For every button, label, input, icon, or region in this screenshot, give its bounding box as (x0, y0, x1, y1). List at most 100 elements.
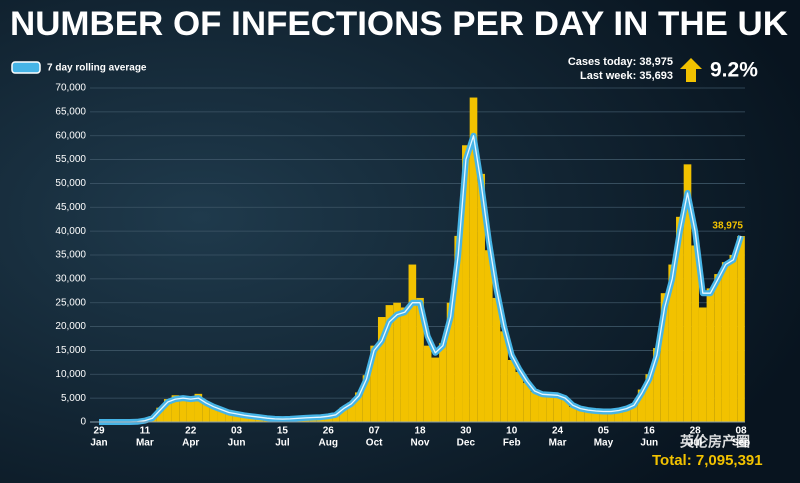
y-tick-label: 5,000 (61, 393, 86, 404)
bar (668, 264, 677, 422)
bar (163, 399, 172, 422)
bar (569, 406, 577, 422)
x-tick-day: 18 (414, 426, 426, 437)
x-tick-day: 11 (140, 426, 151, 437)
x-tick-day: 24 (552, 426, 564, 437)
legend-swatch (11, 61, 41, 74)
bar (660, 293, 669, 422)
x-tick-month: May (594, 438, 614, 449)
y-tick-label: 70,000 (55, 83, 86, 94)
bar (209, 406, 218, 422)
x-tick-month: Jul (275, 438, 290, 449)
bar (217, 409, 226, 422)
bar (225, 411, 233, 422)
bar (515, 371, 524, 422)
bar (362, 375, 371, 422)
bar (653, 348, 661, 422)
chart-title: NUMBER OF INFECTIONS PER DAY IN THE UK (10, 5, 788, 43)
bar (393, 302, 401, 422)
bar (469, 97, 478, 423)
x-tick-month: Jan (90, 438, 107, 449)
x-tick-day: 10 (506, 426, 518, 437)
y-tick-label: 45,000 (55, 202, 86, 213)
change: 9.2% (710, 59, 758, 82)
y-tick-label: 15,000 (55, 345, 86, 356)
bar (721, 262, 730, 422)
bar (400, 307, 409, 422)
x-tick-month: Jun (228, 438, 246, 449)
x-tick-month: Feb (503, 438, 521, 449)
watermark: 英伦房产圈 (679, 434, 750, 450)
bar (683, 164, 692, 423)
x-tick-month: Mar (549, 438, 567, 449)
x-tick-day: 29 (93, 426, 105, 437)
bar (706, 288, 715, 422)
y-tick-label: 20,000 (55, 321, 86, 332)
x-tick-day: 30 (460, 426, 472, 437)
x-tick-month: Apr (182, 438, 199, 449)
bar (676, 216, 684, 422)
y-tick-label: 40,000 (55, 226, 86, 237)
bar (484, 250, 493, 422)
bar (607, 411, 615, 422)
y-tick-label: 65,000 (55, 106, 86, 117)
x-tick-month: Nov (411, 438, 430, 449)
bar (454, 235, 463, 422)
y-tick-label: 10,000 (55, 369, 86, 380)
bar (171, 395, 180, 422)
bar (523, 382, 531, 422)
bar (377, 317, 386, 422)
x-tick-day: 08 (735, 426, 747, 437)
x-tick-day: 28 (690, 426, 702, 437)
y-tick-label: 60,000 (55, 130, 86, 141)
cases-today: Cases today: 38,975 (568, 56, 673, 68)
bar (439, 343, 447, 422)
bar (507, 359, 516, 422)
y-tick-label: 35,000 (55, 250, 86, 261)
bar (737, 236, 745, 422)
bar (385, 305, 394, 422)
x-tick-month: Jul (688, 438, 703, 449)
bar (370, 345, 378, 422)
bar (576, 409, 585, 422)
x-tick-day: 16 (644, 426, 656, 437)
y-tick-label: 55,000 (55, 154, 86, 165)
bar (691, 245, 699, 422)
bar (645, 374, 654, 422)
bar (347, 402, 356, 422)
x-tick-day: 07 (369, 426, 381, 437)
bar (614, 410, 623, 422)
bar (561, 399, 570, 422)
last-week: Last week: 35,693 (580, 70, 673, 82)
bar (446, 302, 455, 422)
bar (637, 389, 646, 422)
bar (339, 407, 348, 422)
x-tick-month: Aug (319, 438, 338, 449)
x-tick-month: Dec (457, 438, 476, 449)
bar (553, 394, 562, 422)
x-tick-day: 15 (277, 426, 289, 437)
bar (423, 345, 432, 422)
bar (240, 414, 249, 422)
x-tick-month: Oct (366, 438, 383, 449)
x-tick-month: Jun (640, 438, 658, 449)
rolling-average-highlight (99, 135, 742, 423)
bar (202, 401, 210, 422)
x-tick-month: Sep (732, 438, 750, 449)
bar (179, 397, 187, 422)
bar (698, 307, 707, 422)
bar (477, 173, 485, 422)
y-tick-label: 30,000 (55, 273, 86, 284)
bar (232, 413, 241, 422)
x-tick-month: Mar (136, 438, 154, 449)
bar (729, 255, 738, 422)
value-label: 38,975 (712, 221, 743, 232)
bar (492, 297, 501, 422)
y-tick-label: 0 (80, 417, 86, 428)
bar (538, 393, 547, 422)
bar (530, 391, 539, 422)
bar (156, 407, 164, 422)
bar (622, 407, 631, 422)
total: Total: 7,095,391 (652, 452, 763, 469)
